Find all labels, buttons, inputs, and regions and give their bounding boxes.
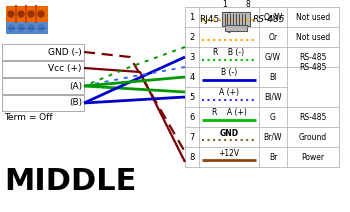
Text: Not used: Not used (296, 32, 330, 42)
Text: A (+): A (+) (219, 88, 239, 98)
Text: 3: 3 (189, 53, 195, 61)
Text: -: - (228, 8, 230, 18)
Bar (2, 61, 84, 77)
Text: 5: 5 (189, 92, 195, 102)
Bar (222, 12, 250, 26)
Text: Not used: Not used (296, 13, 330, 21)
Bar (6, 10, 48, 34)
Text: 6: 6 (189, 113, 195, 121)
Text: G/W: G/W (265, 53, 281, 61)
Text: Or/W: Or/W (263, 13, 283, 21)
Text: (A): (A) (69, 81, 82, 91)
Circle shape (18, 25, 24, 32)
Text: RJ45: RJ45 (199, 14, 219, 24)
Bar (6, 6, 48, 22)
Text: 1: 1 (189, 13, 195, 21)
Text: RS-485: RS-485 (299, 113, 327, 121)
Circle shape (7, 25, 14, 32)
Text: Bl/W: Bl/W (264, 92, 282, 102)
Text: Bl: Bl (269, 73, 277, 81)
Text: Vcc (+): Vcc (+) (49, 64, 82, 74)
Circle shape (38, 11, 44, 17)
Text: Br: Br (269, 152, 277, 162)
Text: +12V: +12V (218, 148, 239, 158)
Text: (B): (B) (69, 99, 82, 107)
Text: Ground: Ground (299, 132, 327, 141)
Text: Power: Power (301, 152, 324, 162)
Bar (2, 44, 84, 60)
Text: Br/W: Br/W (264, 132, 282, 141)
Text: 7: 7 (189, 132, 195, 141)
Text: 2: 2 (189, 32, 195, 42)
Text: RS-485: RS-485 (299, 63, 327, 71)
Text: RS-485: RS-485 (253, 14, 286, 24)
Circle shape (8, 11, 14, 17)
Text: 8: 8 (189, 152, 195, 162)
Bar (225, 25, 247, 31)
Text: Or: Or (268, 32, 278, 42)
Text: MIDDLE: MIDDLE (4, 167, 136, 197)
Text: R    A (+): R A (+) (211, 109, 246, 117)
Text: B (-): B (-) (221, 68, 237, 78)
Text: RS-485: RS-485 (299, 53, 327, 61)
Bar (2, 78, 84, 94)
Circle shape (28, 25, 35, 32)
Circle shape (28, 11, 34, 17)
Text: G: G (270, 113, 276, 121)
Text: GND: GND (219, 128, 239, 138)
Circle shape (37, 25, 44, 32)
Circle shape (18, 11, 24, 17)
Text: 1: 1 (222, 0, 227, 9)
Bar (2, 95, 84, 111)
Text: Term = Off: Term = Off (4, 113, 52, 123)
Text: 4: 4 (189, 73, 195, 81)
Text: -: - (228, 28, 230, 38)
Text: 8: 8 (245, 0, 250, 9)
Text: GND (-): GND (-) (48, 47, 82, 57)
Text: R    B (-): R B (-) (214, 49, 245, 57)
